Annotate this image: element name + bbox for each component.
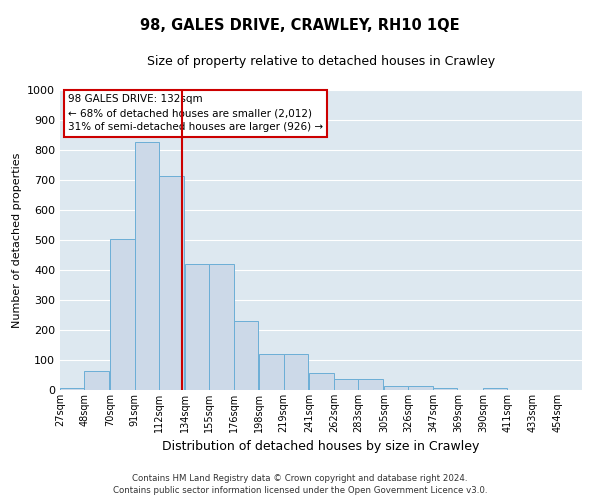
Text: 98, GALES DRIVE, CRAWLEY, RH10 1QE: 98, GALES DRIVE, CRAWLEY, RH10 1QE: [140, 18, 460, 32]
Title: Size of property relative to detached houses in Crawley: Size of property relative to detached ho…: [147, 55, 495, 68]
Bar: [159, 176, 184, 390]
Bar: [233, 322, 258, 390]
Bar: [134, 142, 159, 390]
Text: Contains HM Land Registry data © Crown copyright and database right 2024.
Contai: Contains HM Land Registry data © Crown c…: [113, 474, 487, 495]
Bar: [185, 264, 209, 390]
Bar: [209, 264, 233, 390]
Bar: [409, 386, 433, 390]
Bar: [483, 388, 508, 390]
Bar: [384, 386, 409, 390]
Bar: [433, 388, 457, 390]
Bar: [110, 238, 134, 390]
Bar: [284, 354, 308, 390]
Y-axis label: Number of detached properties: Number of detached properties: [11, 152, 22, 328]
Text: 98 GALES DRIVE: 132sqm
← 68% of detached houses are smaller (2,012)
31% of semi-: 98 GALES DRIVE: 132sqm ← 68% of detached…: [68, 94, 323, 132]
X-axis label: Distribution of detached houses by size in Crawley: Distribution of detached houses by size …: [163, 440, 479, 454]
Bar: [259, 354, 284, 390]
Bar: [60, 388, 85, 390]
Bar: [358, 379, 383, 390]
Bar: [310, 372, 334, 390]
Bar: [334, 379, 358, 390]
Bar: [85, 372, 109, 390]
